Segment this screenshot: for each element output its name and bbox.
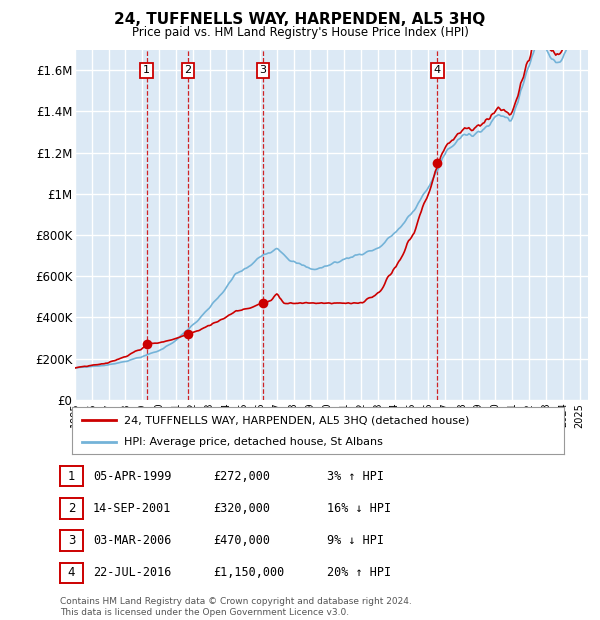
Text: Price paid vs. HM Land Registry's House Price Index (HPI): Price paid vs. HM Land Registry's House …: [131, 26, 469, 39]
Text: 22-JUL-2016: 22-JUL-2016: [93, 567, 172, 579]
Text: 16% ↓ HPI: 16% ↓ HPI: [327, 502, 391, 515]
Text: 20% ↑ HPI: 20% ↑ HPI: [327, 567, 391, 579]
Text: 3: 3: [68, 534, 75, 547]
Text: 4: 4: [434, 65, 441, 76]
Text: 14-SEP-2001: 14-SEP-2001: [93, 502, 172, 515]
Text: 1: 1: [68, 470, 75, 482]
Text: 2: 2: [184, 65, 191, 76]
Text: 1: 1: [143, 65, 150, 76]
Text: 24, TUFFNELLS WAY, HARPENDEN, AL5 3HQ (detached house): 24, TUFFNELLS WAY, HARPENDEN, AL5 3HQ (d…: [124, 415, 469, 425]
Text: 24, TUFFNELLS WAY, HARPENDEN, AL5 3HQ: 24, TUFFNELLS WAY, HARPENDEN, AL5 3HQ: [115, 12, 485, 27]
Text: 03-MAR-2006: 03-MAR-2006: [93, 534, 172, 547]
Text: £470,000: £470,000: [213, 534, 270, 547]
Text: 3: 3: [260, 65, 266, 76]
Text: 2: 2: [68, 502, 75, 515]
Text: 05-APR-1999: 05-APR-1999: [93, 470, 172, 482]
Text: £272,000: £272,000: [213, 470, 270, 482]
Text: £1,150,000: £1,150,000: [213, 567, 284, 579]
Text: £320,000: £320,000: [213, 502, 270, 515]
Text: 3% ↑ HPI: 3% ↑ HPI: [327, 470, 384, 482]
Text: 9% ↓ HPI: 9% ↓ HPI: [327, 534, 384, 547]
Text: 4: 4: [68, 567, 75, 579]
Text: HPI: Average price, detached house, St Albans: HPI: Average price, detached house, St A…: [124, 437, 383, 447]
Text: Contains HM Land Registry data © Crown copyright and database right 2024.
This d: Contains HM Land Registry data © Crown c…: [60, 598, 412, 617]
